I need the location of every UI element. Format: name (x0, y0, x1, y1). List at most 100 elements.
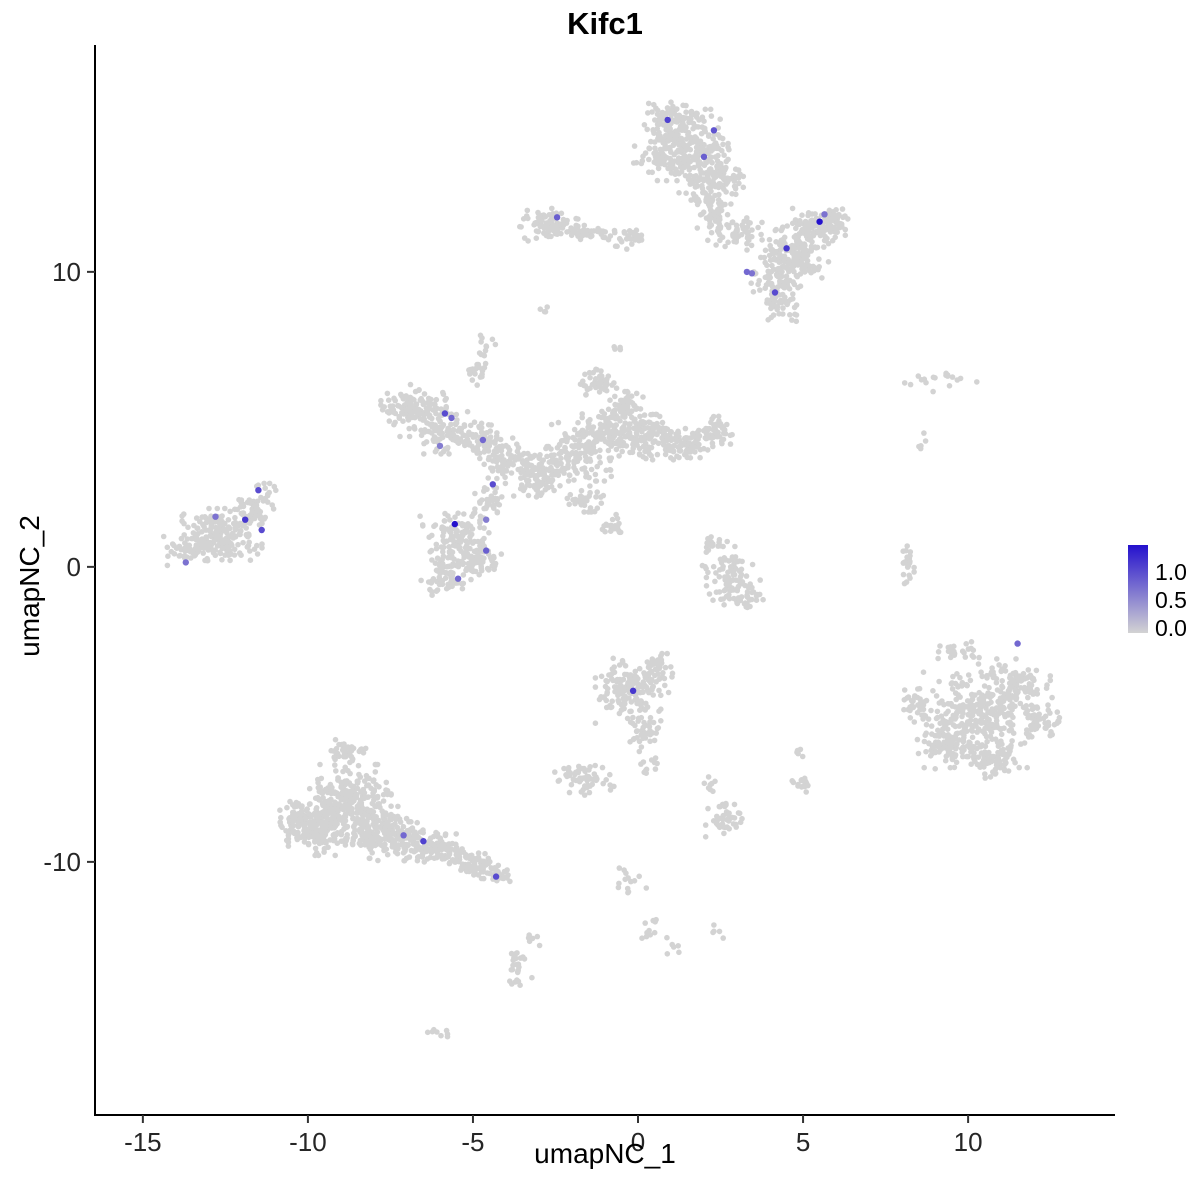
cell-point (387, 815, 393, 821)
cell-point (784, 301, 790, 308)
cell-point (749, 596, 755, 603)
cell-point (724, 421, 730, 428)
cell-point (708, 113, 715, 119)
cell-point (246, 497, 253, 503)
cell-point (493, 433, 500, 440)
cell-point (728, 201, 734, 207)
cell-point (331, 754, 338, 761)
cell-point (599, 764, 606, 771)
cell-point (722, 430, 729, 437)
cell-point (762, 259, 768, 266)
cell-point (283, 828, 289, 834)
cell-point (827, 229, 834, 235)
cell-point (717, 181, 723, 187)
cell-point (461, 422, 468, 428)
cell-point (730, 172, 737, 179)
cell-point (690, 120, 697, 127)
cell-point (318, 775, 325, 782)
cell-point (230, 520, 237, 527)
cell-point (566, 501, 572, 508)
cell-point (726, 146, 732, 153)
cell-point (646, 663, 653, 670)
cell-point (769, 262, 775, 269)
cell-point (630, 445, 636, 452)
cell-point (531, 452, 538, 459)
cell-point (490, 458, 496, 464)
cell-point (930, 388, 936, 395)
cell-point (656, 413, 663, 420)
cell-point (608, 704, 615, 710)
cell-point (654, 177, 661, 184)
cell-point (468, 576, 474, 583)
cell-point (311, 830, 317, 836)
cell-point (682, 425, 689, 432)
cell-point (644, 445, 651, 452)
cell-point (521, 459, 527, 465)
cell-point (721, 186, 727, 192)
cell-point (489, 336, 496, 343)
cell-point (789, 205, 796, 212)
cell-point (200, 537, 207, 544)
cell-point (315, 794, 321, 801)
cell-point (556, 460, 562, 467)
cell-point (366, 808, 373, 814)
cell-point (650, 719, 657, 726)
cell-point (441, 539, 448, 546)
cell-point (433, 588, 440, 594)
cell-point (720, 141, 726, 148)
cell-point (169, 541, 176, 547)
cell-point (987, 721, 993, 728)
cell-point (669, 670, 676, 677)
cell-point (429, 592, 435, 598)
cell-point (697, 166, 703, 173)
cell-point (370, 813, 377, 819)
cell-point (1031, 712, 1037, 718)
cell-point (815, 266, 821, 273)
cell-point (448, 554, 454, 561)
cell-point (708, 534, 714, 540)
cell-point (164, 562, 171, 569)
cell-point (683, 102, 689, 109)
cell-point (449, 563, 455, 569)
cell-point (417, 397, 424, 403)
cell-point (491, 566, 498, 573)
cell-point (1025, 667, 1032, 673)
cell-point (445, 425, 451, 432)
cell-point (658, 692, 664, 699)
cell-point (943, 370, 949, 377)
cell-point (640, 679, 647, 685)
cell-point (944, 739, 951, 746)
cell-point (1024, 707, 1031, 714)
cell-point (665, 443, 671, 449)
cell-point (719, 202, 725, 209)
cell-point (947, 764, 954, 771)
cell-point (467, 534, 473, 540)
cell-point (417, 513, 423, 519)
cell-point (979, 728, 986, 735)
cell-point (467, 422, 474, 429)
cell-point (1007, 703, 1013, 709)
cell-point (732, 184, 739, 190)
cell-point (715, 162, 721, 168)
cell-point (485, 475, 492, 481)
cell-point (481, 352, 487, 358)
cell-point (179, 513, 185, 519)
cell-point (598, 414, 605, 421)
cell-point (802, 223, 808, 230)
cell-point (440, 544, 447, 551)
cell-point (527, 453, 533, 460)
cell-point (797, 283, 804, 290)
cell-point (628, 699, 635, 705)
cell-point (662, 664, 669, 671)
cell-point (607, 467, 614, 473)
cell-point (725, 140, 731, 147)
cell-point (227, 508, 233, 515)
cell-point (421, 391, 428, 397)
cell-point (968, 727, 975, 733)
cell-point (515, 444, 522, 451)
cell-point (581, 792, 588, 798)
cell-point (436, 574, 443, 581)
cell-point (734, 587, 741, 594)
cell-point (725, 239, 731, 246)
cell-point (471, 419, 478, 426)
